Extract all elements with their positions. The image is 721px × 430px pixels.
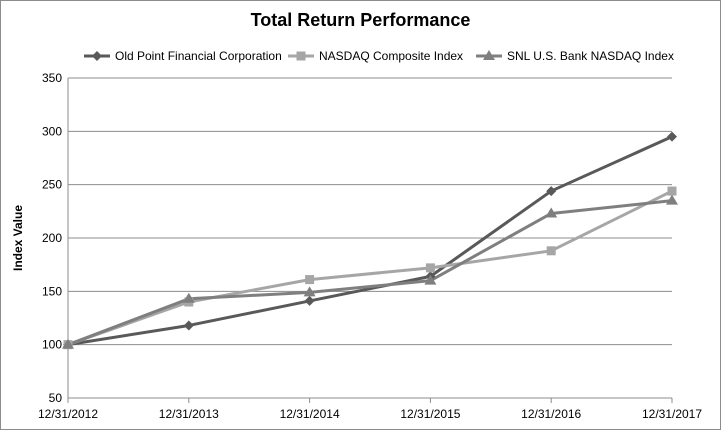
data-point-s1-4 xyxy=(546,246,556,256)
data-point-s2-2 xyxy=(303,286,316,297)
data-point-s2-1 xyxy=(182,292,195,303)
x-tick-label-3: 12/31/2015 xyxy=(400,407,460,421)
legend-label-2: SNL U.S. Bank NASDAQ Index xyxy=(507,49,674,63)
y-tick-label-150: 150 xyxy=(42,284,62,298)
data-point-s1-5 xyxy=(667,186,677,196)
x-tick-label-2: 12/31/2014 xyxy=(280,407,340,421)
y-tick-label-200: 200 xyxy=(42,231,62,245)
y-tick-label-100: 100 xyxy=(42,338,62,352)
data-point-s0-2 xyxy=(304,295,315,306)
data-point-s1-3 xyxy=(425,263,435,273)
y-tick-label-350: 350 xyxy=(42,71,62,85)
data-point-s2-3 xyxy=(424,274,437,285)
x-tick-label-1: 12/31/2013 xyxy=(159,407,219,421)
series-line-0 xyxy=(67,135,673,347)
series-line-2 xyxy=(67,199,673,347)
x-tick-label-0: 12/31/2012 xyxy=(38,407,98,421)
x-tick-label-4: 12/31/2016 xyxy=(521,407,581,421)
series-line-1 xyxy=(67,189,673,347)
data-point-s0-1 xyxy=(183,320,194,331)
y-tick-label-300: 300 xyxy=(42,124,62,138)
legend-marker-2 xyxy=(483,50,495,60)
data-point-s0-4 xyxy=(546,186,557,197)
legend-marker-1 xyxy=(296,51,306,61)
chart-title: Total Return Performance xyxy=(250,10,471,30)
legend-label-1: NASDAQ Composite Index xyxy=(319,49,463,63)
y-tick-label-250: 250 xyxy=(42,178,62,192)
data-point-s2-4 xyxy=(545,207,558,218)
data-point-s1-2 xyxy=(305,275,315,285)
x-tick-label-5: 12/31/2017 xyxy=(642,407,702,421)
legend-marker-0 xyxy=(92,51,102,61)
data-point-s0-5 xyxy=(667,131,677,142)
data-point-s2-0 xyxy=(62,338,74,349)
data-point-s2-5 xyxy=(666,194,678,205)
y-axis-label: Index Value xyxy=(11,205,25,271)
legend-label-0: Old Point Financial Corporation xyxy=(115,49,282,63)
y-tick-label-50: 50 xyxy=(49,391,63,405)
